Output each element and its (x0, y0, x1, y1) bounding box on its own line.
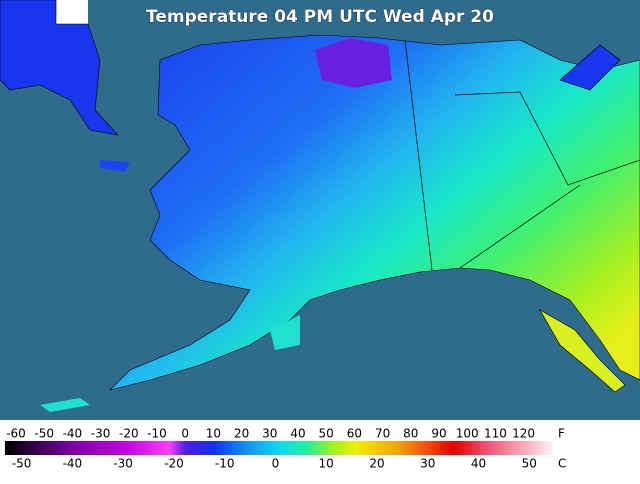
fahrenheit-unit: F (558, 427, 565, 441)
celsius-tick: 50 (522, 457, 537, 471)
island (559, 44, 621, 91)
celsius-tick: 20 (369, 457, 384, 471)
fahrenheit-tick: 60 (347, 427, 362, 441)
fahrenheit-tick: -50 (34, 427, 54, 441)
panhandle (539, 309, 626, 393)
fahrenheit-tick: 70 (375, 427, 390, 441)
fahrenheit-tick: 120 (512, 427, 535, 441)
island (40, 315, 300, 412)
fahrenheit-tick: -30 (91, 427, 111, 441)
fahrenheit-tick: 100 (456, 427, 479, 441)
fahrenheit-tick: -10 (147, 427, 167, 441)
island (100, 160, 130, 172)
fahrenheit-tick: 10 (206, 427, 221, 441)
fahrenheit-tick: 30 (262, 427, 277, 441)
celsius-tick: 40 (471, 457, 486, 471)
borders (404, 39, 640, 271)
fahrenheit-tick: -60 (6, 427, 26, 441)
fahrenheit-tick: -40 (63, 427, 83, 441)
fahrenheit-tick: 40 (290, 427, 305, 441)
color-scale (5, 441, 552, 455)
fahrenheit-tick: 110 (484, 427, 507, 441)
fahrenheit-tick: 80 (403, 427, 418, 441)
celsius-tick: -40 (63, 457, 83, 471)
celsius-tick: -10 (215, 457, 235, 471)
celsius-tick: -50 (12, 457, 32, 471)
fahrenheit-tick: -20 (119, 427, 139, 441)
alaska-canada (109, 34, 640, 391)
fahrenheit-tick: 90 (431, 427, 446, 441)
corner (56, 0, 88, 24)
celsius-tick: 30 (420, 457, 435, 471)
fahrenheit-tick: 0 (181, 427, 189, 441)
fahrenheit-tick: 20 (234, 427, 249, 441)
cold-spot (315, 38, 392, 88)
celsius-tick: 0 (272, 457, 280, 471)
chukotka (0, 0, 119, 136)
fahrenheit-tick: 50 (319, 427, 334, 441)
celsius-tick: -20 (164, 457, 184, 471)
celsius-tick: -30 (113, 457, 133, 471)
celsius-unit: C (558, 457, 566, 471)
map-title: Temperature 04 PM UTC Wed Apr 20 (146, 7, 494, 27)
celsius-tick: 10 (319, 457, 334, 471)
